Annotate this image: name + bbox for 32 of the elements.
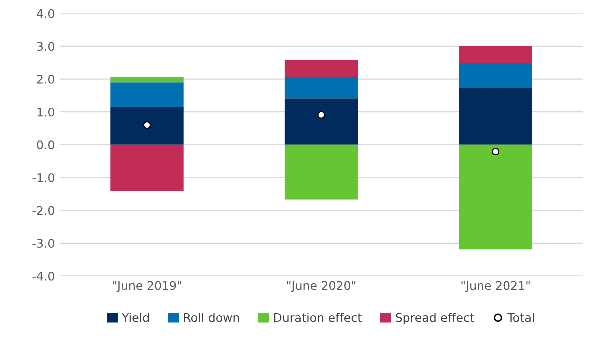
legend-label: Spread effect [396, 313, 474, 325]
legend-label: Roll down [184, 313, 240, 322]
legend-label: Duration effect [274, 313, 362, 322]
bar [284, 98, 358, 145]
legend-label: Total [508, 313, 534, 322]
bar [459, 63, 532, 88]
x-tick-label: "June 2021" [462, 281, 530, 292]
y-tick-label: 4.0 [37, 9, 54, 18]
bar [459, 46, 532, 64]
bar [459, 144, 532, 250]
bar [110, 144, 184, 192]
legend-label: Yield [122, 313, 150, 322]
point [318, 111, 326, 119]
bar [110, 82, 184, 108]
y-tick-label: 0.0 [37, 140, 54, 150]
y-tick-label: 1.0 [38, 108, 54, 117]
bar [110, 108, 184, 145]
point [492, 148, 500, 156]
y-tick-label: -3.0 [32, 239, 54, 248]
y-tick-label: -2.0 [32, 206, 54, 216]
bar [284, 60, 358, 78]
x-tick-label: "June 2020" [287, 281, 356, 292]
y-tick-label: -4.0 [32, 272, 54, 281]
bar [459, 88, 532, 145]
y-tick-label: 2.0 [37, 75, 54, 84]
bar [284, 77, 358, 99]
x-tick-label: "June 2019" [113, 281, 182, 292]
bar [284, 144, 358, 200]
bar [110, 77, 184, 83]
y-tick-label: 3.0 [37, 42, 54, 52]
y-tick-label: -1.0 [32, 173, 54, 182]
point [144, 121, 151, 129]
